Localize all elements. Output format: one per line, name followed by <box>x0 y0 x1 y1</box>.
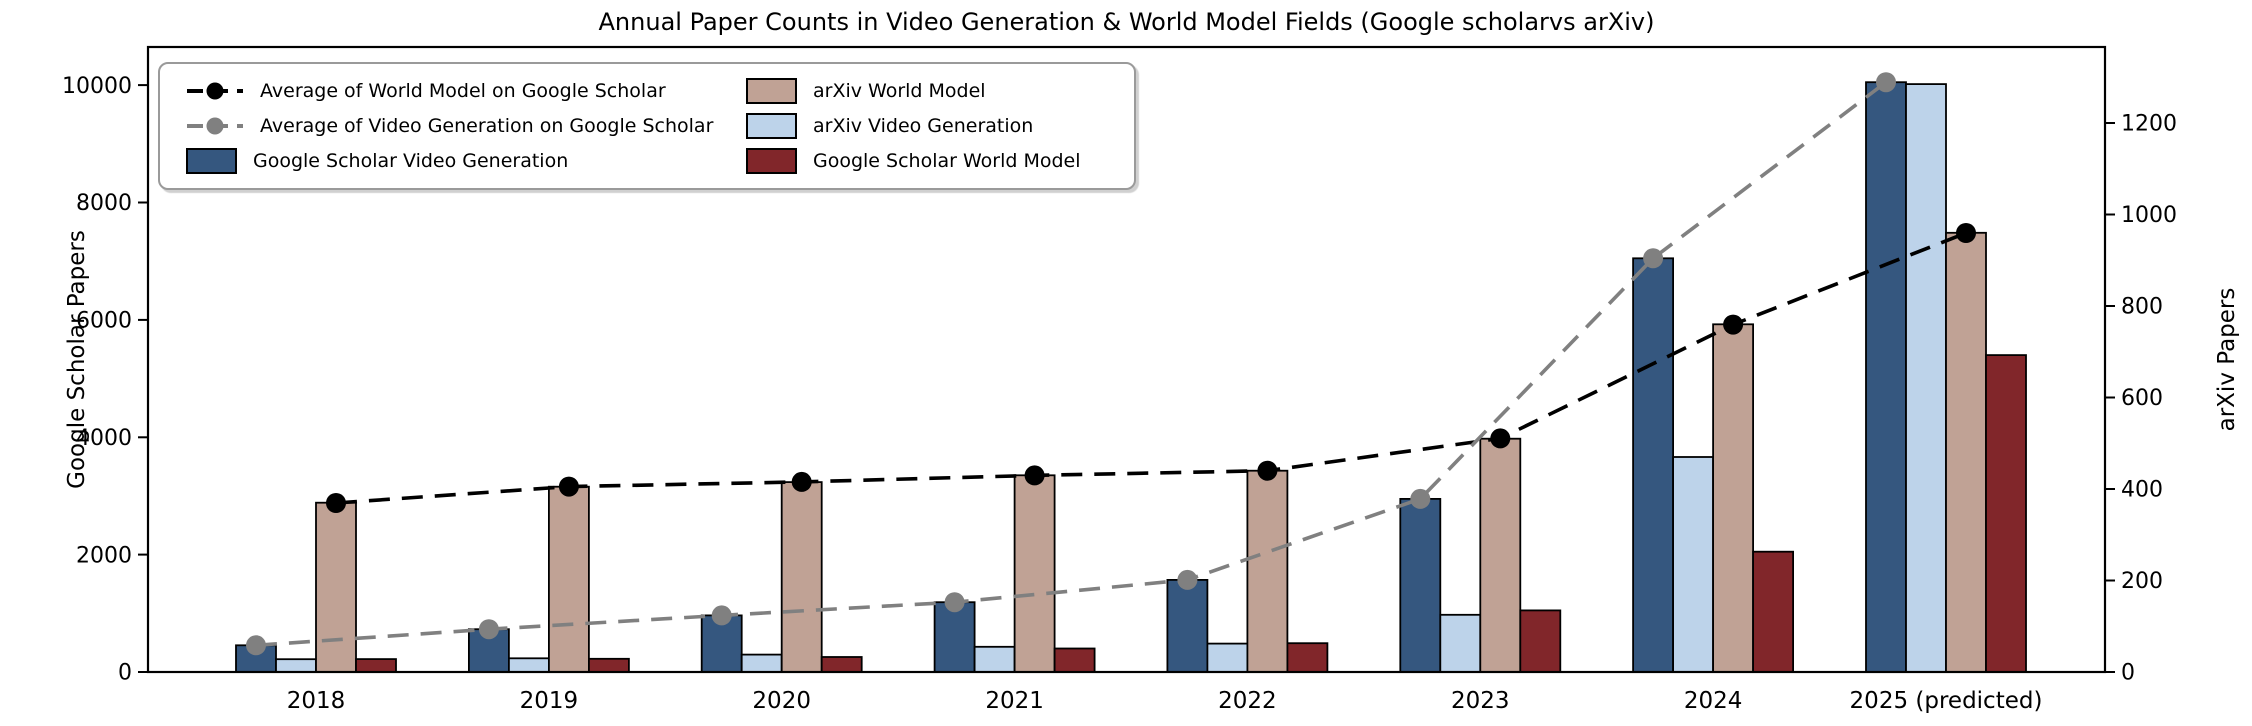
data-point-average-of-video-generation-on-google-scholar <box>711 605 732 626</box>
bar-arxiv-video-generation-2024 <box>1672 456 1714 673</box>
right-tick-label: 1200 <box>2121 112 2177 137</box>
legend-label: arXiv Video Generation <box>813 114 1034 137</box>
data-point-average-of-world-model-on-google-scholar <box>326 493 346 513</box>
bar-google-scholar-video-generation-2024 <box>1632 257 1674 673</box>
bar-arxiv-video-generation-2018 <box>275 658 317 673</box>
data-point-average-of-world-model-on-google-scholar <box>1257 460 1278 481</box>
legend-label: Google Scholar World Model <box>813 149 1081 172</box>
bar-arxiv-world-model-2024 <box>1712 323 1754 673</box>
legend-line-marker-icon <box>187 82 243 100</box>
bar-google-scholar-world-model-2018 <box>355 658 397 673</box>
legend-color-swatch <box>746 147 797 174</box>
legend-entry-arxiv-world-model: arXiv World Model <box>746 78 1118 105</box>
data-point-average-of-video-generation-on-google-scholar <box>1177 569 1198 590</box>
trend-line-average-of-world-model-on-google-scholar <box>335 231 1967 505</box>
legend-entry-google-scholar-world-model: Google Scholar World Model <box>746 147 1118 174</box>
data-point-average-of-world-model-on-google-scholar <box>558 476 579 497</box>
right-tick-label: 1000 <box>2121 203 2177 228</box>
x-tick-label: 2021 <box>985 688 1044 714</box>
bar-arxiv-video-generation-2021 <box>973 645 1016 673</box>
bar-google-scholar-video-generation-2023 <box>1399 497 1442 673</box>
bar-arxiv-world-model-2018 <box>315 501 357 673</box>
legend-line-marker-icon <box>187 117 243 135</box>
right-tick-label: 0 <box>2121 661 2135 686</box>
x-tick-label: 2022 <box>1218 688 1277 714</box>
right-tick-label: 200 <box>2121 569 2163 594</box>
chart-legend: Average of World Model on Google Scholar… <box>158 62 1136 190</box>
bar-google-scholar-world-model-2025-predicted- <box>1985 354 2027 673</box>
legend-entry-average-of-video-generation-on-google-scholar: Average of Video Generation on Google Sc… <box>186 115 746 137</box>
legend-entry-average-of-world-model-on-google-scholar: Average of World Model on Google Scholar <box>186 80 746 102</box>
trend-line-average-of-video-generation-on-google-scholar <box>255 80 1888 648</box>
chart-title: Annual Paper Counts in Video Generation … <box>599 8 1655 36</box>
left-tick-label: 2000 <box>76 543 132 568</box>
right-tick-label: 400 <box>2121 478 2163 503</box>
data-point-average-of-world-model-on-google-scholar <box>1723 314 1744 335</box>
data-point-average-of-video-generation-on-google-scholar <box>944 592 965 613</box>
bar-arxiv-world-model-2025-predicted- <box>1945 231 1987 673</box>
bar-google-scholar-video-generation-2022 <box>1166 579 1209 673</box>
bar-google-scholar-video-generation-2025-predicted- <box>1865 81 1907 673</box>
bar-arxiv-video-generation-2023 <box>1439 613 1482 673</box>
legend-label: Average of World Model on Google Scholar <box>260 80 666 103</box>
bar-google-scholar-world-model-2022 <box>1286 642 1329 673</box>
data-point-average-of-world-model-on-google-scholar <box>1490 428 1511 449</box>
right-tick-label: 600 <box>2121 386 2163 411</box>
bar-arxiv-world-model-2022 <box>1246 469 1289 673</box>
bar-arxiv-video-generation-2022 <box>1206 642 1249 673</box>
data-point-average-of-video-generation-on-google-scholar <box>478 619 499 640</box>
legend-color-swatch <box>186 147 237 174</box>
left-tick-label: 6000 <box>76 309 132 334</box>
bar-google-scholar-world-model-2021 <box>1053 647 1096 673</box>
bar-arxiv-video-generation-2025-predicted- <box>1905 83 1947 673</box>
bar-arxiv-world-model-2020 <box>780 481 823 673</box>
bar-google-scholar-world-model-2023 <box>1519 609 1562 673</box>
legend-label: Average of Video Generation on Google Sc… <box>260 114 714 137</box>
legend-label: Google Scholar Video Generation <box>253 149 569 172</box>
x-tick-label: 2018 <box>287 688 346 714</box>
left-tick-label: 0 <box>118 661 132 686</box>
right-axis-label: arXiv Papers <box>2214 288 2240 432</box>
right-tick-label: 800 <box>2121 295 2163 320</box>
data-point-average-of-video-generation-on-google-scholar <box>1410 488 1431 509</box>
bar-google-scholar-video-generation-2021 <box>933 601 976 673</box>
legend-entry-google-scholar-video-generation: Google Scholar Video Generation <box>186 147 746 174</box>
x-tick-label: 2023 <box>1451 688 1510 714</box>
data-point-average-of-video-generation-on-google-scholar <box>1876 72 1896 93</box>
data-point-average-of-world-model-on-google-scholar <box>791 471 812 492</box>
left-tick-label: 10000 <box>62 74 132 99</box>
x-tick-label: 2019 <box>520 688 579 714</box>
left-tick-label: 8000 <box>76 191 132 216</box>
bar-google-scholar-world-model-2020 <box>820 656 863 673</box>
bar-google-scholar-world-model-2024 <box>1752 550 1794 673</box>
bar-arxiv-video-generation-2019 <box>507 657 550 673</box>
bar-arxiv-world-model-2019 <box>548 485 590 673</box>
data-point-average-of-world-model-on-google-scholar <box>1024 465 1045 486</box>
data-point-average-of-video-generation-on-google-scholar <box>246 635 266 656</box>
bar-arxiv-world-model-2023 <box>1479 437 1522 673</box>
bar-arxiv-world-model-2021 <box>1013 474 1056 673</box>
legend-color-swatch <box>746 78 797 105</box>
bar-google-scholar-world-model-2019 <box>588 657 630 673</box>
bar-arxiv-video-generation-2020 <box>740 653 783 673</box>
x-tick-label: 2020 <box>752 688 811 714</box>
x-tick-label: 2024 <box>1684 688 1743 714</box>
data-point-average-of-world-model-on-google-scholar <box>1956 223 1976 243</box>
plot-border <box>146 45 2107 674</box>
left-axis-label: Google Scholar Papers <box>64 230 90 489</box>
data-point-average-of-video-generation-on-google-scholar <box>1643 248 1664 269</box>
legend-entry-arxiv-video-generation: arXiv Video Generation <box>746 112 1118 139</box>
x-tick-label: 2025 (predicted) <box>1850 688 2043 714</box>
left-tick-label: 4000 <box>76 426 132 451</box>
legend-label: arXiv World Model <box>813 80 986 103</box>
legend-color-swatch <box>746 112 797 139</box>
